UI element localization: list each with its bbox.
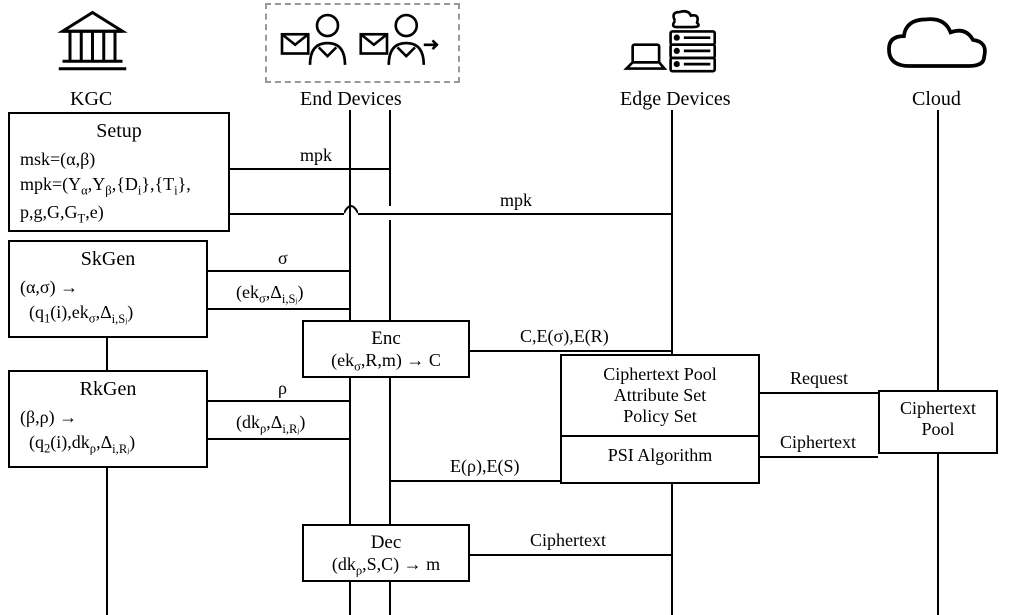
skgen-box: SkGen (α,σ) → (q1(i),ekσ,Δi,Sj)	[8, 240, 208, 338]
mpk1-line	[230, 168, 390, 170]
end-lifeline-2	[389, 110, 391, 206]
setup-body: msk=(α,β) mpk=(Yα,Yβ,{Di},{Ti}, p,g,G,GT…	[20, 147, 218, 229]
request-label: Request	[790, 368, 848, 389]
cloud-label: Cloud	[912, 88, 961, 111]
edge-psi: PSI Algorithm	[568, 445, 752, 466]
edge-line-2: Policy Set	[568, 406, 752, 427]
sigma-label: σ	[278, 248, 288, 269]
rkgen-line-0: (β,ρ) →	[20, 405, 196, 430]
cesigma-label: C,E(σ),E(R)	[520, 326, 609, 347]
edge-lifeline	[671, 110, 673, 354]
rkgen-connector2	[208, 438, 218, 440]
ek-label: (ekσ,Δi,Sj)	[236, 282, 303, 307]
dec-box: Dec (dkρ,S,C) → m	[302, 524, 470, 582]
mpk1-label: mpk	[300, 145, 332, 166]
skgen-connector	[208, 270, 218, 272]
dk-label: (dkρ,Δi,Rj)	[236, 412, 305, 437]
setup-title: Setup	[20, 120, 218, 143]
skgen-line-0: (α,σ) →	[20, 275, 196, 300]
cloud-icon	[880, 10, 995, 80]
cloud-pool-box: Ciphertext Pool	[878, 390, 998, 454]
rkgen-title: RkGen	[20, 378, 196, 401]
ciphertext-cloud-line	[760, 456, 878, 458]
end-devices-label: End Devices	[300, 88, 402, 111]
kgc-label: KGC	[70, 88, 112, 111]
dk-line	[218, 438, 350, 440]
cloud-lifeline	[937, 110, 939, 390]
rho-label: ρ	[278, 378, 287, 399]
setup-line-2: p,g,G,GT,e)	[20, 200, 218, 228]
end-lifeline-2b	[389, 220, 391, 320]
skgen-body: (α,σ) → (q1(i),ekσ,Δi,Sj)	[20, 275, 196, 328]
mpk2-line-a	[230, 213, 344, 215]
end-lifeline-2d	[389, 582, 391, 615]
skgen-line-1: (q1(i),ekσ,Δi,Sj)	[20, 300, 196, 328]
mpk2-line-b	[358, 213, 672, 215]
mpk2-hop	[344, 203, 358, 215]
edge-composite-box: Ciphertext Pool Attribute Set Policy Set…	[560, 354, 760, 484]
rho-line	[218, 400, 350, 402]
ciphertext-dec-line	[470, 554, 672, 556]
dec-title: Dec	[314, 532, 458, 554]
kgc-lifeline	[106, 468, 108, 615]
rkgen-body: (β,ρ) → (q2(i),dkρ,Δi,Rj)	[20, 405, 196, 458]
request-line	[760, 392, 878, 394]
skgen-title: SkGen	[20, 248, 196, 271]
enc-body: (ekσ,R,m) → C	[314, 350, 458, 375]
cloud-line-0: Ciphertext	[890, 398, 986, 419]
kgc-icon	[55, 5, 130, 80]
ciphertext-dec-label: Ciphertext	[530, 530, 606, 551]
enc-box: Enc (ekσ,R,m) → C	[302, 320, 470, 378]
erho-label: E(ρ),E(S)	[450, 456, 519, 477]
kgc-lifeline-gap	[106, 338, 108, 370]
end-lifeline-1	[349, 110, 351, 320]
cloud-lifeline-b	[937, 454, 939, 615]
sigma-line	[218, 270, 350, 272]
ek-line	[218, 308, 350, 310]
setup-box: Setup msk=(α,β) mpk=(Yα,Yβ,{Di},{Ti}, p,…	[8, 112, 230, 232]
end-devices-icon	[270, 8, 455, 78]
rkgen-line-1: (q2(i),dkρ,Δi,Rj)	[20, 430, 196, 458]
setup-line-0: msk=(α,β)	[20, 147, 218, 172]
end-lifeline-2c	[389, 378, 391, 524]
edge-lifeline-b	[671, 484, 673, 615]
rkgen-box: RkGen (β,ρ) → (q2(i),dkρ,Δi,Rj)	[8, 370, 208, 468]
edge-line-1: Attribute Set	[568, 385, 752, 406]
cesigma-line	[470, 350, 672, 352]
edge-devices-icon	[620, 5, 730, 80]
mpk2-label: mpk	[500, 190, 532, 211]
edge-devices-label: Edge Devices	[620, 88, 731, 111]
end-lifeline-1c	[349, 582, 351, 615]
dec-body: (dkρ,S,C) → m	[314, 554, 458, 579]
edge-line-0: Ciphertext Pool	[568, 364, 752, 385]
cloud-line-1: Pool	[890, 419, 986, 440]
ciphertext-cloud-label: Ciphertext	[780, 432, 856, 453]
setup-line-1: mpk=(Yα,Yβ,{Di},{Ti},	[20, 172, 218, 200]
enc-title: Enc	[314, 328, 458, 350]
erho-line	[390, 480, 560, 482]
skgen-connector2	[208, 308, 218, 310]
rkgen-connector	[208, 400, 218, 402]
